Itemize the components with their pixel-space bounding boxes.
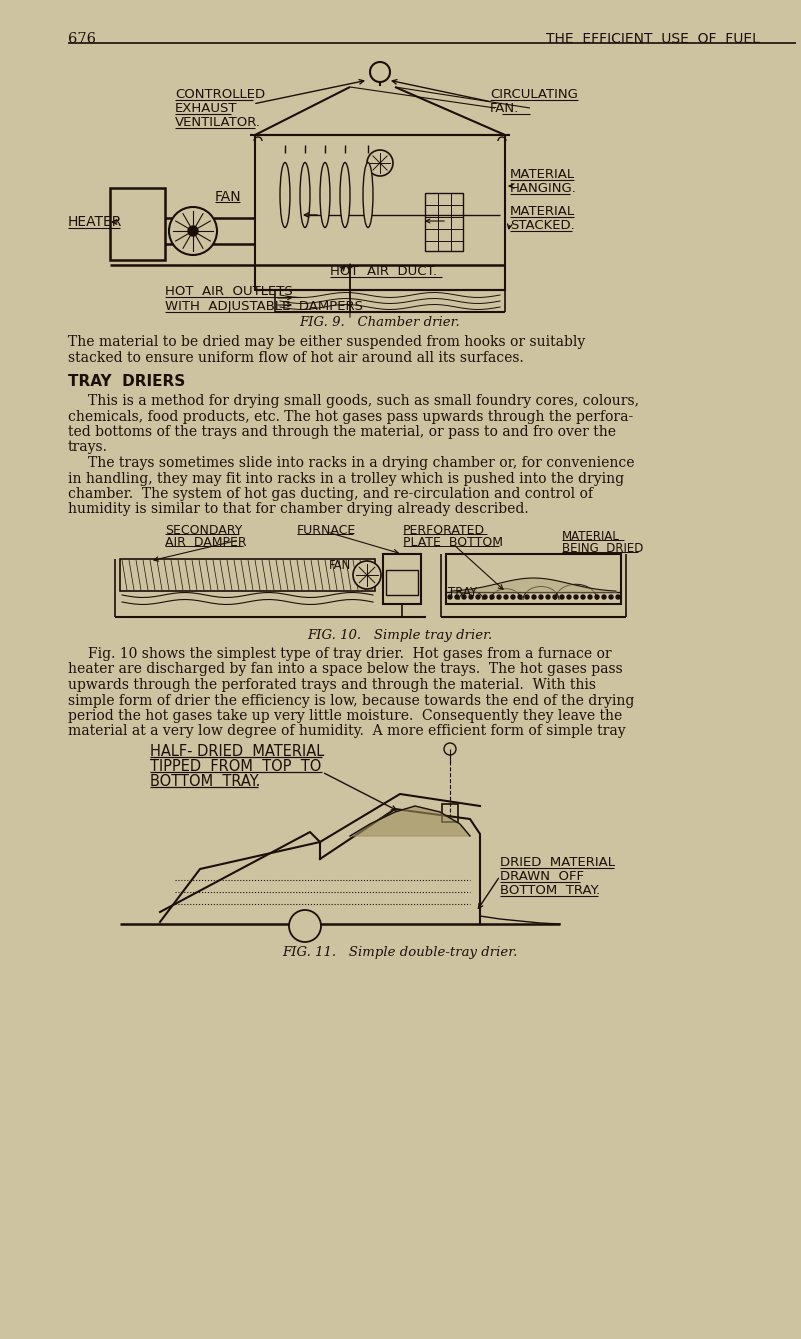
Circle shape	[581, 595, 585, 599]
Text: MATERIAL: MATERIAL	[562, 530, 620, 544]
Text: The material to be dried may be either suspended from hooks or suitably: The material to be dried may be either s…	[68, 335, 586, 349]
Bar	[120, 558, 375, 590]
Circle shape	[553, 595, 557, 599]
Circle shape	[483, 595, 487, 599]
Circle shape	[574, 595, 578, 599]
Circle shape	[588, 595, 592, 599]
Text: CIRCULATING: CIRCULATING	[490, 88, 578, 100]
Circle shape	[353, 561, 381, 589]
Text: SECONDARY: SECONDARY	[165, 524, 243, 537]
Circle shape	[289, 911, 321, 943]
Text: period the hot gases take up very little moisture.  Consequently they leave the: period the hot gases take up very little…	[68, 708, 622, 723]
Circle shape	[616, 595, 620, 599]
Text: TIPPED  FROM  TOP  TO: TIPPED FROM TOP TO	[150, 759, 321, 774]
Bar	[425, 193, 463, 250]
Text: MATERIAL: MATERIAL	[510, 205, 575, 218]
Circle shape	[518, 595, 522, 599]
Text: FAN: FAN	[329, 558, 352, 572]
Text: VENTILATOR.: VENTILATOR.	[175, 116, 261, 129]
Text: upwards through the perforated trays and through the material.  With this: upwards through the perforated trays and…	[68, 678, 596, 692]
Text: STACKED.: STACKED.	[510, 220, 575, 232]
Text: HEATER: HEATER	[68, 216, 123, 229]
Text: FIG. 9.   Chamber drier.: FIG. 9. Chamber drier.	[300, 316, 461, 329]
Text: TRAY  DRIERS: TRAY DRIERS	[68, 374, 185, 390]
Bar	[255, 135, 505, 291]
Text: WITH  ADJUSTABLE  DAMPERS: WITH ADJUSTABLE DAMPERS	[165, 300, 363, 313]
Circle shape	[370, 62, 390, 82]
Text: FIG. 10.   Simple tray drier.: FIG. 10. Simple tray drier.	[308, 629, 493, 641]
Bar	[110, 187, 165, 260]
Text: AIR  DAMPER: AIR DAMPER	[165, 536, 247, 549]
Polygon shape	[160, 842, 320, 923]
Text: BEING  DRIED: BEING DRIED	[562, 542, 643, 554]
Circle shape	[469, 595, 473, 599]
Circle shape	[504, 595, 508, 599]
Circle shape	[595, 595, 599, 599]
Text: stacked to ensure uniform flow of hot air around all its surfaces.: stacked to ensure uniform flow of hot ai…	[68, 351, 524, 364]
Text: CONTROLLED: CONTROLLED	[175, 88, 265, 100]
Bar	[383, 554, 421, 604]
Text: EXHAUST: EXHAUST	[175, 102, 238, 115]
Text: 676: 676	[68, 32, 96, 46]
Text: HANGING.: HANGING.	[510, 182, 577, 195]
Text: simple form of drier the efficiency is low, because towards the end of the dryin: simple form of drier the efficiency is l…	[68, 694, 634, 707]
Text: FURNACE: FURNACE	[297, 524, 356, 537]
Circle shape	[539, 595, 543, 599]
Circle shape	[169, 208, 217, 254]
Circle shape	[448, 595, 452, 599]
Ellipse shape	[280, 162, 290, 228]
Polygon shape	[350, 806, 470, 836]
Text: FAN.: FAN.	[490, 102, 519, 115]
Ellipse shape	[363, 162, 373, 228]
Text: BOTTOM  TRAY.: BOTTOM TRAY.	[500, 884, 600, 897]
Text: TRAY: TRAY	[448, 586, 477, 599]
Ellipse shape	[340, 162, 350, 228]
Text: PERFORATED: PERFORATED	[403, 524, 485, 537]
Text: chamber.  The system of hot gas ducting, and re-circulation and control of: chamber. The system of hot gas ducting, …	[68, 487, 593, 501]
Bar	[386, 570, 418, 595]
Text: humidity is similar to that for chamber drying already described.: humidity is similar to that for chamber …	[68, 502, 529, 517]
Circle shape	[567, 595, 571, 599]
Circle shape	[455, 595, 459, 599]
Text: MATERIAL: MATERIAL	[510, 167, 575, 181]
Text: ted bottoms of the trays and through the material, or pass to and fro over the: ted bottoms of the trays and through the…	[68, 424, 616, 439]
Text: in handling, they may fit into racks in a trolley which is pushed into the dryin: in handling, they may fit into racks in …	[68, 471, 624, 486]
Text: THE  EFFICIENT  USE  OF  FUEL: THE EFFICIENT USE OF FUEL	[546, 32, 760, 46]
Circle shape	[497, 595, 501, 599]
Text: FIG. 11.   Simple double-tray drier.: FIG. 11. Simple double-tray drier.	[282, 945, 517, 959]
Circle shape	[476, 595, 480, 599]
Text: HOT  AIR  DUCT.: HOT AIR DUCT.	[330, 265, 437, 279]
Ellipse shape	[300, 162, 310, 228]
Text: DRAWN  OFF: DRAWN OFF	[500, 870, 584, 882]
Circle shape	[462, 595, 466, 599]
Circle shape	[525, 595, 529, 599]
Text: HOT  AIR  OUTLETS: HOT AIR OUTLETS	[165, 285, 292, 299]
Ellipse shape	[320, 162, 330, 228]
Circle shape	[609, 595, 613, 599]
Circle shape	[490, 595, 494, 599]
Text: trays.: trays.	[68, 441, 108, 454]
Text: This is a method for drying small goods, such as small foundry cores, colours,: This is a method for drying small goods,…	[88, 394, 639, 408]
Bar	[442, 803, 458, 822]
Text: HALF- DRIED  MATERIAL: HALF- DRIED MATERIAL	[150, 744, 324, 759]
Text: heater are discharged by fan into a space below the trays.  The hot gases pass: heater are discharged by fan into a spac…	[68, 663, 622, 676]
Circle shape	[367, 150, 393, 175]
Text: chemicals, food products, etc. The hot gases pass upwards through the perfora-: chemicals, food products, etc. The hot g…	[68, 410, 634, 423]
Text: FAN: FAN	[215, 190, 242, 204]
Circle shape	[560, 595, 564, 599]
Text: Fig. 10 shows the simplest type of tray drier.  Hot gases from a furnace or: Fig. 10 shows the simplest type of tray …	[88, 647, 612, 661]
Circle shape	[546, 595, 550, 599]
Circle shape	[188, 226, 198, 236]
Text: material at a very low degree of humidity.  A more efficient form of simple tray: material at a very low degree of humidit…	[68, 724, 626, 739]
Bar	[446, 554, 621, 604]
Text: The trays sometimes slide into racks in a drying chamber or, for convenience: The trays sometimes slide into racks in …	[88, 457, 634, 470]
Circle shape	[511, 595, 515, 599]
Text: PLATE  BOTTOM: PLATE BOTTOM	[403, 536, 503, 549]
Text: BOTTOM  TRAY.: BOTTOM TRAY.	[150, 774, 260, 789]
Text: DRIED  MATERIAL: DRIED MATERIAL	[500, 856, 615, 869]
Circle shape	[602, 595, 606, 599]
Circle shape	[532, 595, 536, 599]
